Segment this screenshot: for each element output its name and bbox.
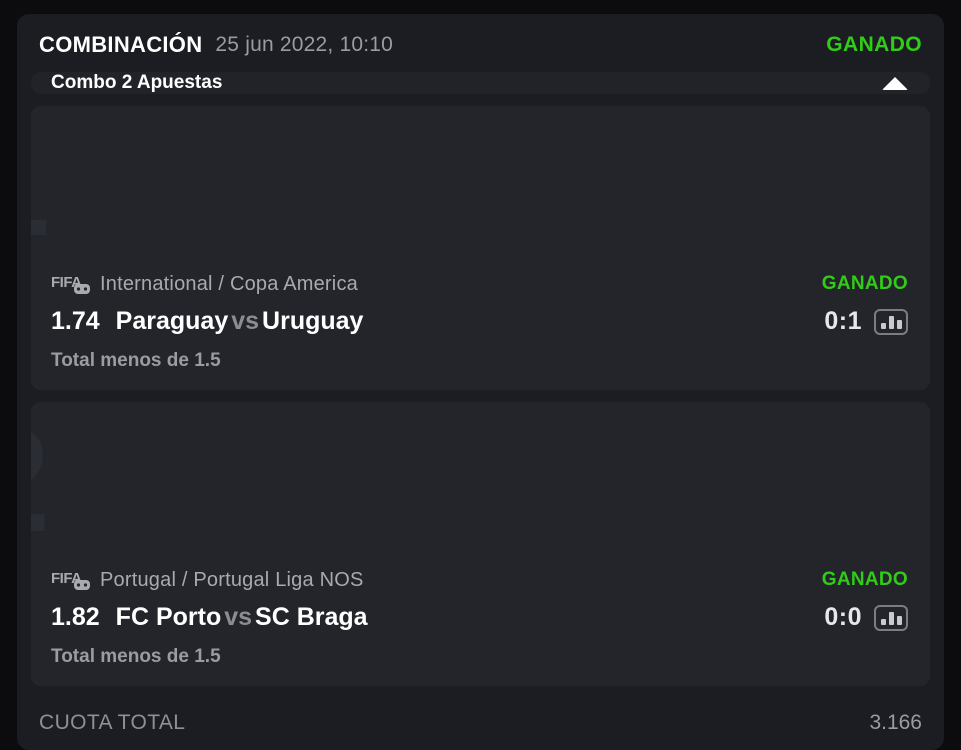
- bet-header: FIFA International / Copa America GANADO: [51, 272, 908, 296]
- bet-match-row: 1.74 Paraguay vs Uruguay 0:1: [51, 307, 908, 336]
- bet-status-badge: GANADO: [821, 273, 908, 294]
- bet-league: International / Copa America: [100, 272, 358, 295]
- bet-index-watermark: 2: [31, 404, 824, 554]
- bet-status-badge: GANADO: [821, 569, 908, 590]
- bet-teams: Paraguay vs Uruguay: [116, 307, 364, 336]
- home-team: FC Porto: [115, 603, 222, 631]
- bar-chart-icon[interactable]: [874, 604, 908, 631]
- ticket-header: COMBINACIÓN 25 jun 2022, 10:10 GANADO: [17, 14, 944, 72]
- bet-list: 1 FIFA International / Copa America: [17, 94, 944, 698]
- stake-row: Apostado 0.5 $: [39, 744, 922, 750]
- total-odds-value: 3.166: [869, 711, 922, 734]
- bet-market: Total menos de 1.5: [51, 646, 221, 667]
- bet-score: 0:0: [824, 603, 862, 631]
- combo-toggle-row[interactable]: Combo 2 Apuestas: [31, 72, 930, 94]
- away-team: SC Braga: [255, 603, 368, 631]
- bet-market: Total menos de 1.5: [51, 350, 221, 371]
- total-odds-label: CUOTA TOTAL: [39, 711, 186, 734]
- bet-index-watermark: 1: [31, 108, 824, 258]
- fifa-esports-icon: FIFA: [51, 568, 91, 592]
- bar-chart-icon[interactable]: [874, 308, 908, 335]
- home-team: Paraguay: [115, 307, 229, 335]
- bet-item[interactable]: 1 FIFA International / Copa America: [31, 106, 930, 390]
- page-title: COMBINACIÓN: [39, 32, 203, 57]
- away-team: Uruguay: [262, 307, 364, 335]
- bet-league: Portugal / Portugal Liga NOS: [100, 568, 364, 591]
- bet-score: 0:1: [824, 307, 862, 335]
- ticket-date: 25 jun 2022, 10:10: [215, 33, 393, 56]
- bet-score-group: 0:1: [824, 307, 908, 336]
- bet-teams: FC Porto vs SC Braga: [116, 603, 368, 632]
- bet-score-group: 0:0: [824, 603, 908, 632]
- caret-up-icon[interactable]: [882, 76, 908, 90]
- bet-odds: 1.82: [51, 603, 100, 631]
- bet-item[interactable]: 2 FIFA Portugal / Portugal Liga NOS: [31, 402, 930, 686]
- vs-label: vs: [224, 603, 253, 631]
- combo-label: Combo 2 Apuestas: [51, 72, 223, 93]
- total-odds-row: CUOTA TOTAL 3.166: [39, 702, 922, 744]
- fifa-esports-icon: FIFA: [51, 272, 91, 296]
- ticket-card: COMBINACIÓN 25 jun 2022, 10:10 GANADO Co…: [17, 14, 944, 750]
- summary-section: CUOTA TOTAL 3.166 Apostado 0.5 $ WIN 1.5…: [17, 698, 944, 750]
- bet-odds: 1.74: [51, 307, 100, 335]
- bet-match-row: 1.82 FC Porto vs SC Braga 0:0: [51, 603, 908, 632]
- bet-header: FIFA Portugal / Portugal Liga NOS GANADO: [51, 568, 908, 592]
- status-badge: GANADO: [826, 33, 922, 56]
- vs-label: vs: [231, 307, 260, 335]
